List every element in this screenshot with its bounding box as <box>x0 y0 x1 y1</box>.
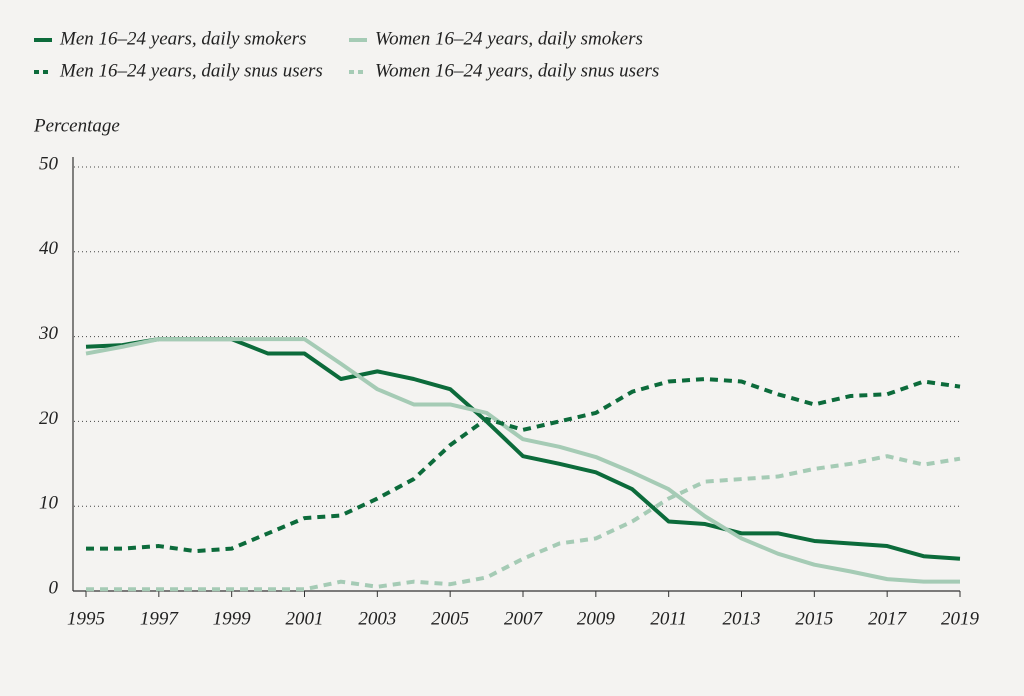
series-line <box>86 454 961 592</box>
legend-label: Men 16–24 years, daily smokers <box>59 28 306 49</box>
y-tick-label: 20 <box>39 408 59 429</box>
x-tick-label: 2017 <box>868 608 908 629</box>
x-tick-label: 2015 <box>795 608 833 629</box>
series-line <box>85 337 960 584</box>
x-tick-label: 2007 <box>504 608 544 629</box>
legend-label: Men 16–24 years, daily snus users <box>59 60 323 81</box>
y-tick-label: 50 <box>39 153 59 174</box>
x-tick-label: 2009 <box>577 608 616 629</box>
x-tick-label: 2005 <box>431 608 469 629</box>
x-tick-label: 2013 <box>723 608 761 629</box>
y-tick-label: 40 <box>39 238 59 259</box>
series-line <box>85 337 961 561</box>
x-tick-label: 2019 <box>941 608 980 629</box>
legend-label: Women 16–24 years, daily snus users <box>375 60 659 81</box>
x-tick-label: 1999 <box>213 608 252 629</box>
legend-label: Women 16–24 years, daily smokers <box>375 28 643 49</box>
x-tick-label: 2003 <box>358 608 396 629</box>
x-tick-label: 1997 <box>140 608 180 629</box>
y-tick-label: 10 <box>39 493 59 514</box>
x-tick-label: 2011 <box>650 608 687 629</box>
series-line <box>86 377 961 554</box>
x-tick-label: 2001 <box>286 608 324 629</box>
y-tick-label: 30 <box>38 323 59 344</box>
x-tick-label: 1995 <box>67 608 105 629</box>
y-tick-label: 0 <box>49 577 59 598</box>
y-axis-label: Percentage <box>33 115 120 136</box>
